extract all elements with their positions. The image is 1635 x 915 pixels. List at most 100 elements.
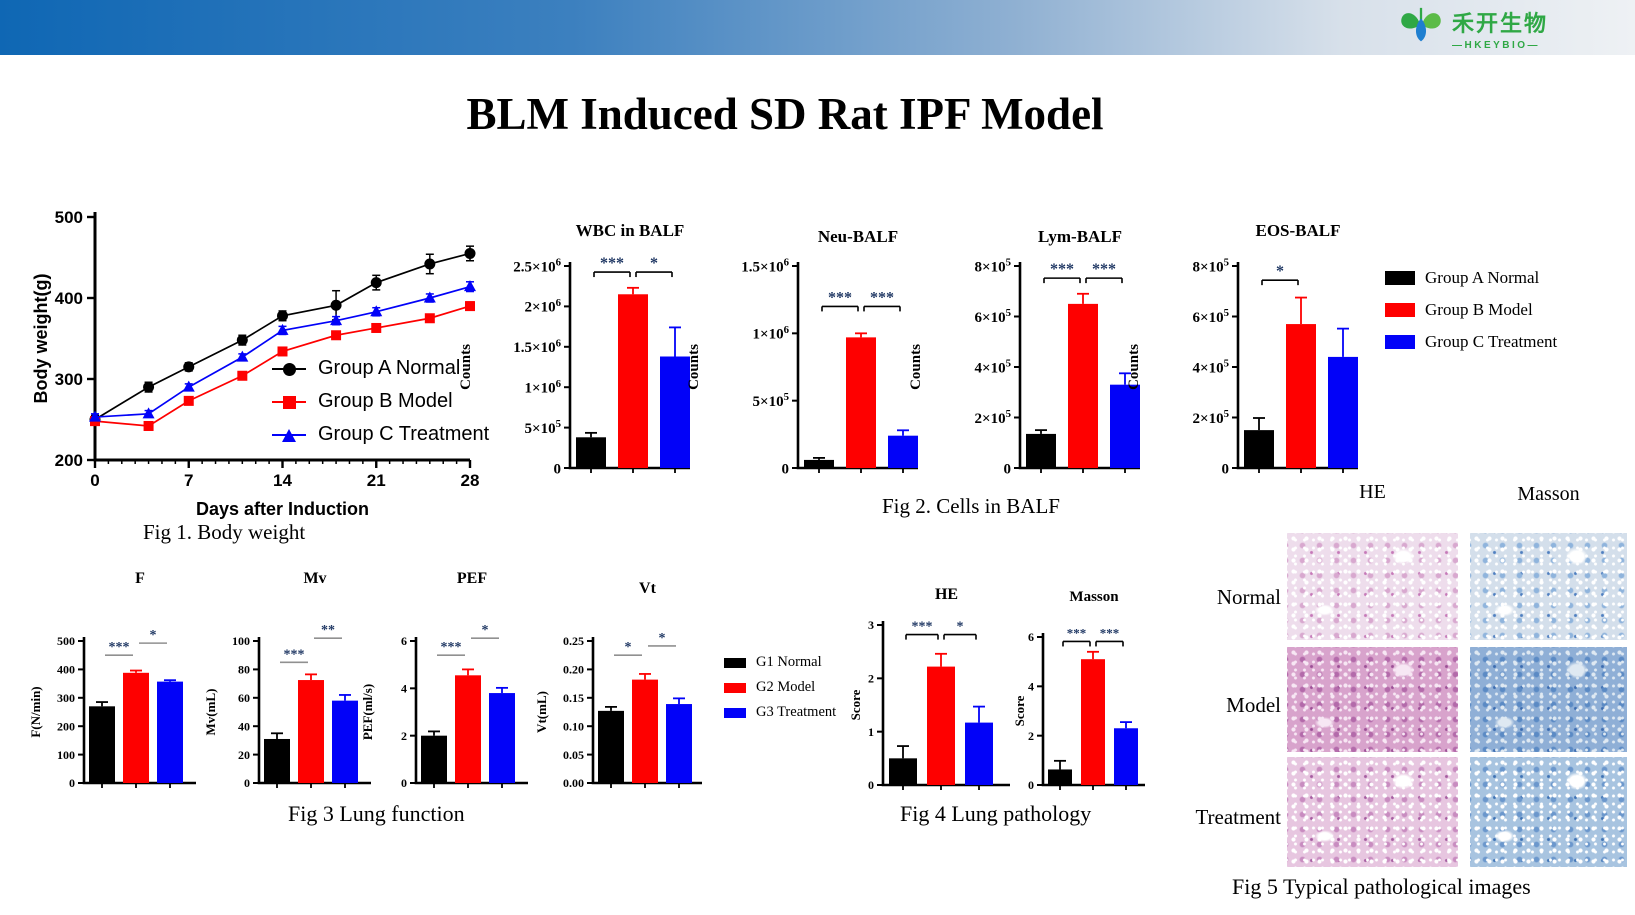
svg-text:F: F — [135, 570, 145, 587]
svg-text:**: ** — [321, 623, 335, 638]
svg-text:***: *** — [912, 620, 933, 635]
svg-text:14: 14 — [273, 471, 292, 490]
legend-label: Group C Treatment — [318, 423, 490, 445]
fig4-masson-chart: 0 2 4 6 *** *** Masson Score — [1012, 585, 1153, 810]
svg-text:200: 200 — [55, 451, 83, 470]
svg-text:Counts: Counts — [686, 344, 702, 390]
svg-text:***: *** — [600, 255, 624, 272]
svg-text:2: 2 — [401, 729, 407, 743]
legend-item-group-c: Group C Treatment — [272, 418, 489, 451]
svg-text:*: * — [1276, 263, 1284, 280]
svg-text:Vt: Vt — [639, 580, 657, 597]
svg-text:28: 28 — [461, 471, 480, 490]
svg-text:*: * — [625, 640, 632, 655]
svg-text:0: 0 — [554, 461, 562, 477]
svg-text:2: 2 — [1028, 729, 1034, 743]
neu-svg: 0 5×105 1×106 1.5×106 *** *** Neu-BALF Counts — [686, 227, 918, 477]
legend-item-group-b: Group B Model — [272, 385, 489, 418]
svg-text:4×105: 4×105 — [1193, 358, 1229, 377]
svg-text:Days after Induction: Days after Induction — [196, 499, 369, 519]
svg-text:1.5×106: 1.5×106 — [513, 337, 561, 356]
svg-text:8×105: 8×105 — [1193, 257, 1229, 276]
red-swatch — [724, 682, 746, 693]
svg-text:20: 20 — [238, 748, 250, 762]
svg-text:2: 2 — [868, 672, 874, 686]
svg-text:Masson: Masson — [1069, 589, 1119, 605]
svg-text:Lym-BALF: Lym-BALF — [1038, 227, 1122, 246]
svg-text:6: 6 — [401, 634, 407, 648]
histology-image-masson-model — [1470, 647, 1627, 752]
svg-text:***: *** — [828, 289, 852, 306]
svg-text:EOS-BALF: EOS-BALF — [1255, 221, 1340, 240]
svg-text:Mv(mL): Mv(mL) — [203, 689, 218, 736]
fig3-mv-chart: 0 20 40 60 80 100 *** ** Mv Mv(mL) — [203, 565, 378, 805]
histology-image-masson-normal — [1470, 533, 1627, 640]
svg-text:0.05: 0.05 — [563, 748, 584, 762]
svg-text:40: 40 — [238, 719, 250, 733]
svg-text:1×106: 1×106 — [525, 378, 562, 397]
fig5-row-label-normal: Normal — [1216, 585, 1281, 609]
svg-text:0.25: 0.25 — [563, 634, 584, 648]
svg-text:400: 400 — [57, 663, 75, 677]
legend-item-group-a: Group A Normal — [272, 352, 489, 385]
legend-label: Group A Normal — [1425, 268, 1540, 287]
legend-label: G2 Model — [756, 679, 816, 695]
fig5-column-header-masson: Masson — [1517, 483, 1580, 505]
fig2-lym-chart: 0 2×105 4×105 6×105 8×105 *** *** Lym-BALF Count… — [900, 210, 1155, 495]
svg-text:4×105: 4×105 — [975, 358, 1011, 377]
svg-text:Neu-BALF: Neu-BALF — [818, 227, 898, 246]
fig2-neu-chart: 0 5×105 1×106 1.5×106 *** *** Neu-BALF Counts — [678, 210, 933, 495]
fig5-row-label-model: Model — [1226, 693, 1281, 717]
svg-text:*: * — [957, 620, 964, 635]
svg-text:1.5×106: 1.5×106 — [741, 257, 789, 276]
blue-swatch — [724, 707, 746, 718]
fig1-legend: Group A Normal Group B Model Group C Tre… — [272, 352, 489, 451]
svg-text:300: 300 — [55, 370, 83, 389]
svg-text:2×105: 2×105 — [1193, 408, 1229, 427]
svg-text:100: 100 — [232, 634, 250, 648]
header-gradient-bar — [0, 0, 1635, 55]
fig3-caption: Fig 3 Lung function — [288, 801, 465, 826]
fig3-pef-chart: 0 2 4 6 *** * PEF PEF(ml/s) — [360, 565, 535, 805]
svg-text:Counts: Counts — [458, 344, 474, 390]
page-title: BLM Induced SD Rat IPF Model — [466, 89, 1104, 139]
svg-text:0.00: 0.00 — [563, 776, 584, 790]
svg-text:*: * — [150, 628, 157, 643]
square-marker-icon — [272, 395, 306, 409]
legend-item-group-c: Group C Treatment — [1385, 326, 1557, 358]
svg-text:PEF(ml/s): PEF(ml/s) — [360, 684, 375, 740]
svg-text:0: 0 — [401, 776, 407, 790]
logo-text: 禾开生物 —HKEYBIO— — [1452, 6, 1548, 51]
blue-swatch — [1385, 335, 1415, 349]
fig2-legend: Group A Normal Group B Model Group C Tre… — [1385, 262, 1557, 358]
svg-text:Counts: Counts — [1126, 344, 1142, 390]
logo-company-name: 禾开生物 — [1452, 10, 1549, 36]
fig5-column-header-he: HE — [1359, 481, 1386, 503]
svg-text:1×106: 1×106 — [753, 324, 790, 343]
fig1-body-weight-chart: 200 300 400 500 0 7 14 21 28 Days after Induction… — [30, 190, 495, 520]
svg-text:Mv: Mv — [303, 570, 326, 587]
svg-text:*: * — [650, 255, 658, 272]
svg-text:5×105: 5×105 — [525, 418, 561, 437]
svg-text:7: 7 — [184, 471, 193, 490]
masson_score-svg: 0 2 4 6 *** *** Masson Score — [1012, 589, 1145, 792]
svg-text:Body weight(g): Body weight(g) — [31, 274, 51, 404]
svg-text:500: 500 — [55, 208, 83, 227]
svg-text:0: 0 — [244, 776, 250, 790]
svg-text:*: * — [659, 631, 666, 646]
logo-leaf-icon — [1401, 7, 1441, 42]
svg-text:Counts: Counts — [908, 344, 924, 390]
svg-text:400: 400 — [55, 289, 83, 308]
svg-text:100: 100 — [57, 748, 75, 762]
svg-text:8×105: 8×105 — [975, 257, 1011, 276]
svg-text:HE: HE — [935, 586, 958, 603]
legend-label: Group B Model — [318, 390, 453, 412]
vt-svg: 0.00 0.05 0.10 0.15 0.20 0.25 * * Vt Vt(mL) — [534, 580, 702, 790]
svg-text:***: *** — [1092, 261, 1116, 278]
logo-company-name-en: —HKEYBIO— — [1452, 39, 1541, 51]
